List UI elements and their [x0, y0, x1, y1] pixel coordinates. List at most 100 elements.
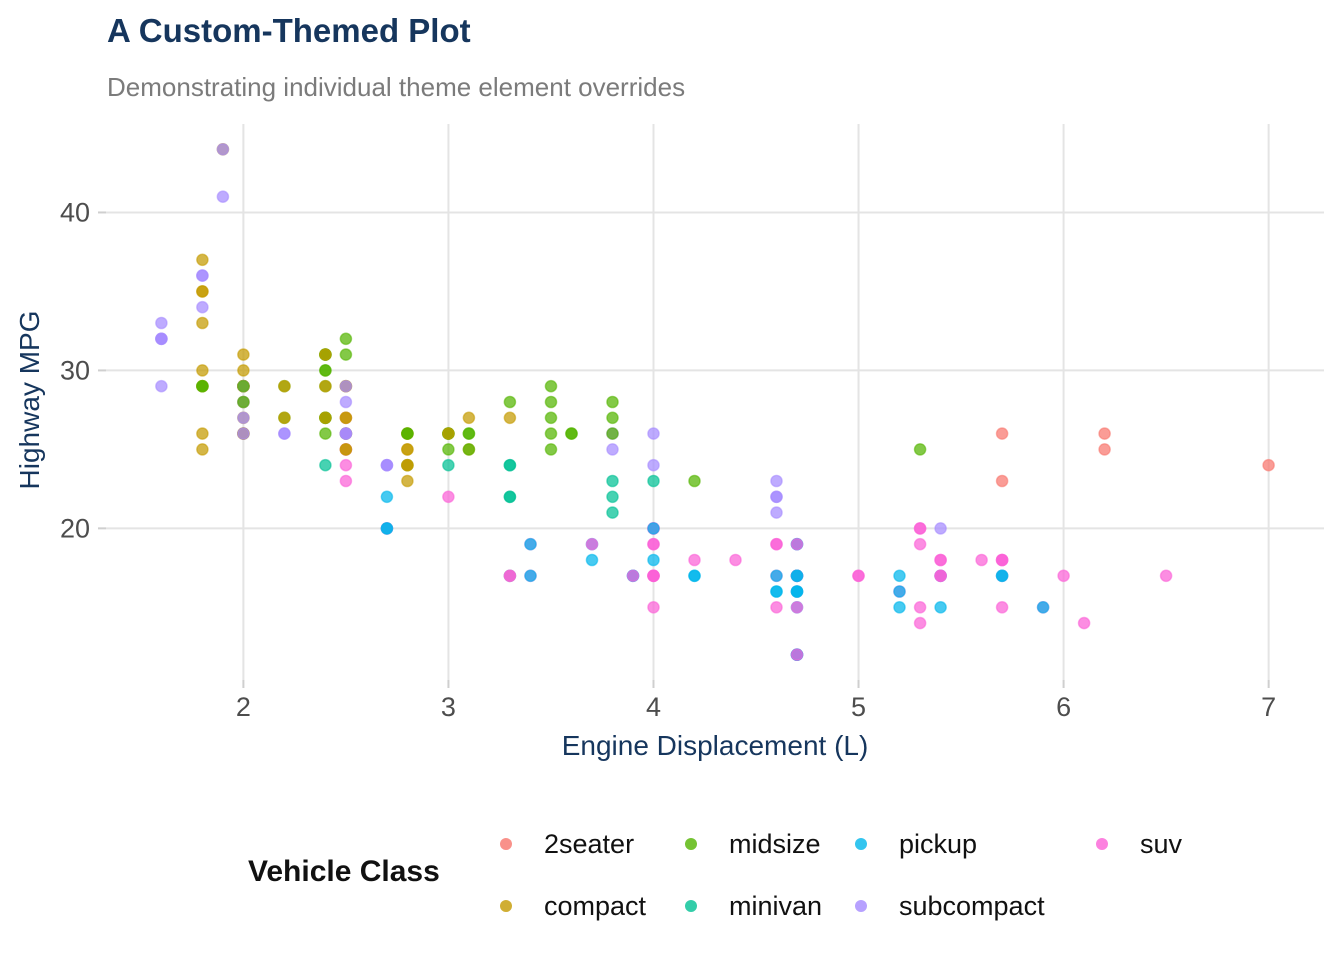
x-tick-label: 3: [441, 692, 456, 722]
data-point-compact: [339, 411, 353, 425]
legend-key-icon: [855, 900, 867, 912]
legend-label: minivan: [729, 890, 823, 921]
x-tick-label: 6: [1056, 692, 1071, 722]
data-point-pickup: [770, 569, 783, 583]
data-point-midsize: [237, 379, 250, 393]
data-point-suv: [1077, 616, 1091, 630]
data-point-minivan: [503, 458, 517, 472]
x-tick-label: 4: [646, 692, 661, 722]
data-point-midsize: [196, 379, 209, 393]
data-point-compact: [503, 411, 517, 425]
data-point-compact: [278, 379, 291, 393]
data-point-pickup: [524, 537, 537, 551]
data-point-suv: [647, 569, 660, 583]
data-point-compact: [401, 458, 414, 472]
data-point-midsize: [544, 379, 558, 393]
data-point-subcompact: [216, 190, 230, 203]
data-point-compact: [196, 316, 209, 330]
data-point-pickup: [647, 553, 660, 567]
data-point-suv: [770, 601, 783, 614]
data-point-midsize: [401, 427, 414, 440]
data-point-compact: [319, 348, 332, 361]
data-point-suv: [647, 601, 660, 614]
plot-subtitle: Demonstrating individual theme element o…: [107, 72, 686, 102]
data-point-minivan: [606, 490, 619, 504]
y-tick-label: 20: [60, 513, 90, 543]
data-point-subcompact: [155, 316, 168, 330]
data-point-subcompact: [647, 427, 660, 440]
legend-item-midsize: midsize: [685, 829, 821, 859]
data-point-minivan: [647, 474, 660, 488]
data-point-suv: [626, 569, 640, 583]
data-point-midsize: [237, 395, 250, 409]
data-point-pickup: [524, 569, 537, 583]
legend-key-icon: [500, 838, 512, 850]
data-point-minivan: [503, 490, 517, 504]
data-point-midsize: [544, 427, 558, 440]
data-point-suv: [1159, 569, 1173, 583]
data-point-pickup: [647, 522, 660, 535]
data-point-suv: [647, 537, 660, 551]
data-point-compact: [401, 474, 414, 488]
data-point-suv: [1057, 569, 1070, 583]
data-point-suv: [688, 553, 701, 567]
data-point-subcompact: [278, 427, 291, 440]
data-point-pickup: [1036, 601, 1050, 614]
data-point-midsize: [503, 395, 517, 409]
data-point-compact: [196, 285, 209, 298]
data-point-suv: [975, 553, 988, 567]
y-tick-label: 30: [60, 355, 90, 385]
data-point-subcompact: [647, 458, 660, 472]
data-point-pickup: [380, 522, 394, 535]
data-point-suv: [790, 537, 804, 551]
data-point-compact: [442, 427, 455, 440]
data-point-pickup: [934, 601, 947, 614]
data-point-suv: [995, 601, 1009, 614]
data-point-suv: [770, 537, 783, 551]
data-point-suv: [585, 537, 599, 551]
legend-key-icon: [1096, 838, 1108, 850]
data-point-pickup: [380, 490, 394, 504]
data-point-suv: [790, 648, 804, 662]
data-point-compact: [196, 443, 209, 456]
legend-item-suv: suv: [1096, 829, 1182, 859]
data-point-compact: [196, 253, 209, 267]
data-point-subcompact: [380, 458, 394, 472]
legend-label: suv: [1140, 828, 1183, 859]
data-point-subcompact: [770, 474, 783, 488]
data-point-suv: [790, 601, 804, 614]
data-point-compact: [237, 364, 250, 377]
data-point-subcompact: [155, 332, 168, 346]
data-point-suv: [442, 490, 455, 504]
data-point-midsize: [565, 427, 578, 440]
data-point-compact: [339, 443, 353, 456]
scatter-plot: 2 3 4 5 6 7 20 30 40: [60, 124, 1324, 722]
legend-label: pickup: [899, 828, 978, 859]
data-point-subcompact: [196, 300, 209, 314]
data-point-pickup: [790, 585, 804, 598]
data-point-subcompact: [770, 490, 783, 504]
legend-label: 2seater: [544, 828, 635, 859]
legend-key-icon: [500, 900, 512, 912]
data-point-suv: [913, 537, 927, 551]
data-point-2seater: [995, 427, 1009, 440]
x-tick-label: 5: [851, 692, 866, 722]
legend-item-compact: compact: [500, 891, 646, 921]
data-point-suv: [913, 616, 927, 630]
data-point-midsize: [913, 443, 927, 456]
data-point-compact: [462, 411, 476, 425]
data-point-subcompact: [770, 506, 783, 519]
data-point-midsize: [462, 427, 476, 440]
data-point-subcompact: [606, 443, 619, 456]
data-point-compact: [237, 348, 250, 361]
legend-item-pickup: pickup: [855, 829, 977, 859]
data-point-minivan: [606, 506, 619, 519]
data-point-2seater: [995, 474, 1009, 488]
data-point-midsize: [544, 443, 558, 456]
data-point-midsize: [688, 474, 701, 488]
data-point-subcompact: [216, 142, 230, 156]
data-point-midsize: [606, 411, 619, 425]
data-point-midsize: [462, 443, 476, 456]
legend-item-2seater: 2seater: [500, 829, 634, 859]
data-point-suv: [729, 553, 742, 567]
